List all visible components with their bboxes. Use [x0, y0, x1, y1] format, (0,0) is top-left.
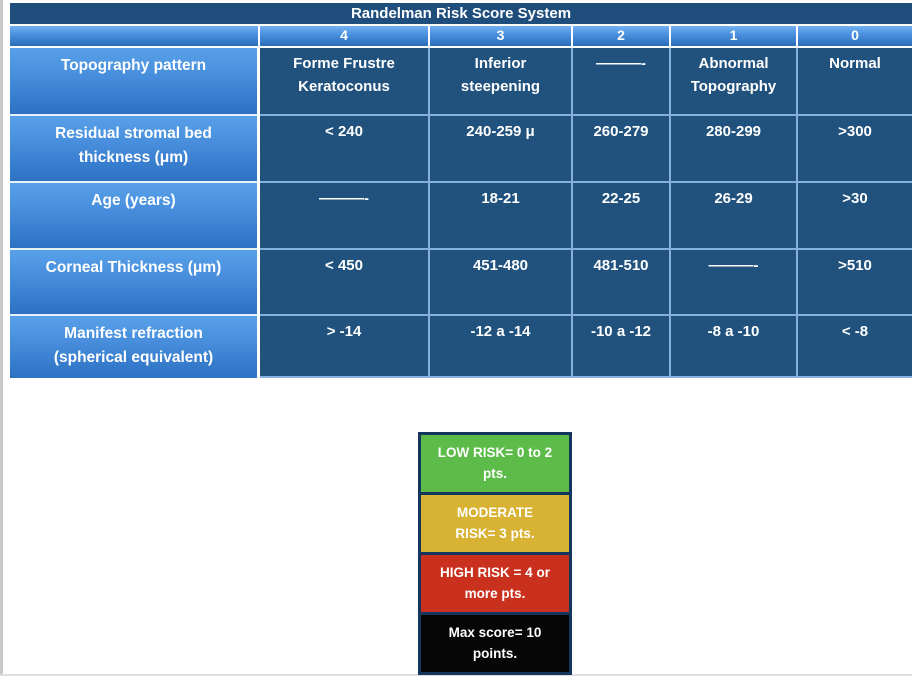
table-cell: ———- [260, 183, 430, 250]
score-header-cell-1: 1 [671, 26, 798, 46]
table-row: Topography pattern Forme Frustre Keratoc… [10, 48, 912, 116]
risk-legend: LOW RISK= 0 to 2 pts. MODERATE RISK= 3 p… [418, 432, 572, 675]
legend-low-risk: LOW RISK= 0 to 2 pts. [421, 435, 569, 492]
row-label-manifest-refraction: Manifest refraction (spherical equivalen… [10, 316, 260, 378]
table-row: Manifest refraction (spherical equivalen… [10, 316, 912, 378]
window-bottom-strip [0, 674, 912, 676]
table-cell: >30 [798, 183, 912, 250]
table-cell: >510 [798, 250, 912, 316]
score-header-cell-2: 2 [573, 26, 671, 46]
table-cell: -10 a -12 [573, 316, 671, 378]
table-cell: 260-279 [573, 116, 671, 183]
score-header-cell-0: 0 [798, 26, 912, 46]
table-cell: ———- [573, 48, 671, 116]
table-cell: -12 a -14 [430, 316, 573, 378]
table-cell: Inferior steepening [430, 48, 573, 116]
legend-max-score: Max score= 10 points. [421, 615, 569, 672]
table-cell: >300 [798, 116, 912, 183]
score-header-empty-cell [10, 26, 260, 46]
score-header-cell-4: 4 [260, 26, 430, 46]
table-title: Randelman Risk Score System [10, 3, 912, 24]
table-cell: -8 a -10 [671, 316, 798, 378]
table-cell: 481-510 [573, 250, 671, 316]
legend-moderate-risk: MODERATE RISK= 3 pts. [421, 495, 569, 552]
table-row: Residual stromal bed thickness (μm) < 24… [10, 116, 912, 183]
table-row: Corneal Thickness (μm) < 450 451-480 481… [10, 250, 912, 316]
table-cell: 26-29 [671, 183, 798, 250]
window-edge-strip [0, 0, 3, 676]
table-cell: < 240 [260, 116, 430, 183]
table-cell: 280-299 [671, 116, 798, 183]
legend-high-risk: HIGH RISK = 4 or more pts. [421, 555, 569, 612]
table-cell: 18-21 [430, 183, 573, 250]
table-cell: > -14 [260, 316, 430, 378]
table-cell: < 450 [260, 250, 430, 316]
table-cell: ———- [671, 250, 798, 316]
row-label-corneal-thickness: Corneal Thickness (μm) [10, 250, 260, 316]
table-cell: Abnormal Topography [671, 48, 798, 116]
table-cell: Forme Frustre Keratoconus [260, 48, 430, 116]
table-row: Age (years) ———- 18-21 22-25 26-29 >30 [10, 183, 912, 250]
table-cell: 451-480 [430, 250, 573, 316]
row-label-residual-stromal-bed: Residual stromal bed thickness (μm) [10, 116, 260, 183]
table-cell: < -8 [798, 316, 912, 378]
risk-score-table: Randelman Risk Score System 4 3 2 1 0 To… [10, 3, 912, 378]
table-cell: Normal [798, 48, 912, 116]
row-label-age: Age (years) [10, 183, 260, 250]
score-header-cell-3: 3 [430, 26, 573, 46]
table-cell: 240-259 μ [430, 116, 573, 183]
score-header-row: 4 3 2 1 0 [10, 26, 912, 46]
row-label-topography-pattern: Topography pattern [10, 48, 260, 116]
table-cell: 22-25 [573, 183, 671, 250]
